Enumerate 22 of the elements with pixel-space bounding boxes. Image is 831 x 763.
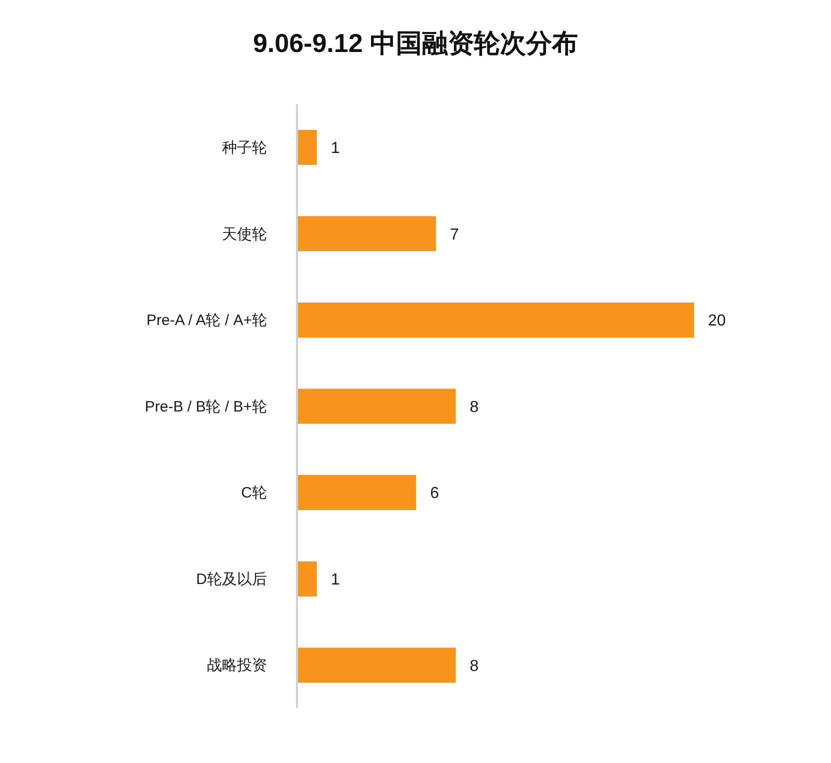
bar: [297, 302, 694, 338]
y-tick-label: Pre-B / B轮 / B+轮: [144, 398, 267, 416]
data-label: 20: [708, 312, 726, 330]
y-tick-label: C轮: [241, 484, 267, 502]
bar: [297, 388, 456, 424]
data-label: 6: [430, 485, 440, 502]
chart-title: 9.06-9.12 中国融资轮次分布: [252, 27, 580, 60]
data-label: 8: [470, 398, 479, 416]
bar: [297, 130, 317, 165]
bar: [297, 216, 436, 252]
y-tick-label: 天使轮: [222, 226, 267, 243]
y-tick-label: 种子轮: [222, 139, 267, 156]
data-label: 1: [330, 140, 340, 158]
bar: [297, 475, 416, 510]
bar: [297, 648, 456, 683]
y-tick-label: Pre-A / A轮 / A+轮: [146, 312, 267, 330]
bar: [297, 561, 317, 596]
y-tick-label: D轮及以后: [196, 570, 267, 588]
data-label: 1: [330, 571, 340, 588]
data-label: 8: [470, 658, 479, 675]
y-tick-label: 战略投资: [207, 657, 267, 674]
data-label: 7: [450, 226, 459, 244]
